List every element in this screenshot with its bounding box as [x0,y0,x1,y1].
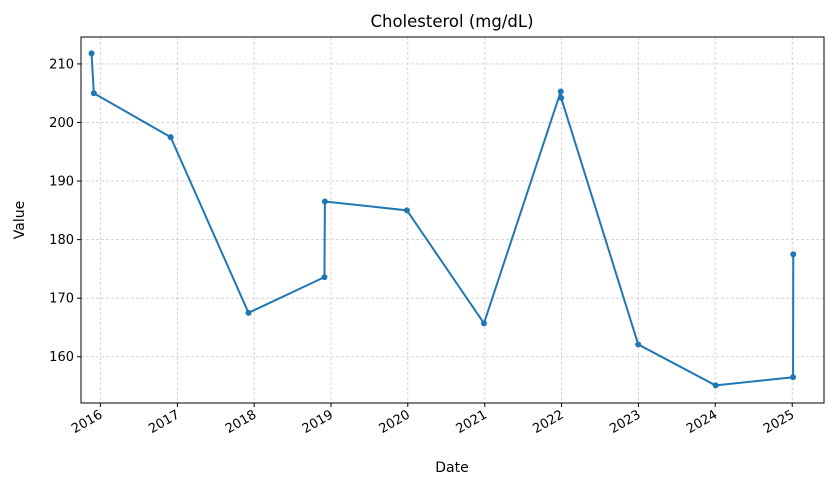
x-tick-label: 2023 [607,407,643,437]
data-point [403,207,410,214]
data-point [88,50,95,57]
data-point [712,382,719,389]
y-tick-label: 190 [49,175,74,190]
y-tick-label: 170 [49,292,74,307]
data-point [790,374,797,381]
y-tick-label: 210 [49,57,74,72]
plot-frame [80,36,825,404]
data-point [321,274,328,281]
x-tick-label: 2022 [530,407,566,437]
data-point [245,309,252,316]
data-point [167,134,174,141]
chart-title: Cholesterol (mg/dL) [370,12,533,31]
data-point [557,88,564,95]
x-tick-label: 2019 [300,407,336,437]
y-tick-label: 200 [49,116,74,131]
data-point [480,320,487,327]
x-tick-label: 2021 [454,407,490,437]
data-point [321,198,328,205]
x-tick-label: 2025 [761,407,797,437]
data-point [90,90,97,97]
x-axis-title: Date [435,460,468,476]
y-tick-label: 180 [49,233,74,248]
x-tick-label: 2024 [684,407,720,437]
data-series [88,50,797,389]
data-point [790,251,797,258]
y-axis-title: Value [12,201,28,239]
data-point [558,94,565,101]
x-tick-label: 2017 [146,407,182,437]
x-tick-label: 2020 [377,407,413,437]
x-tick-label: 2018 [223,407,259,437]
data-point [635,341,642,348]
grid-lines [81,37,824,403]
x-tick-label: 2016 [69,407,105,437]
axes: 160 170 180 190 200 210 2016 2017 2018 2019 2020 20… [49,57,797,437]
series-line [90,53,795,387]
y-tick-label: 160 [49,350,74,365]
